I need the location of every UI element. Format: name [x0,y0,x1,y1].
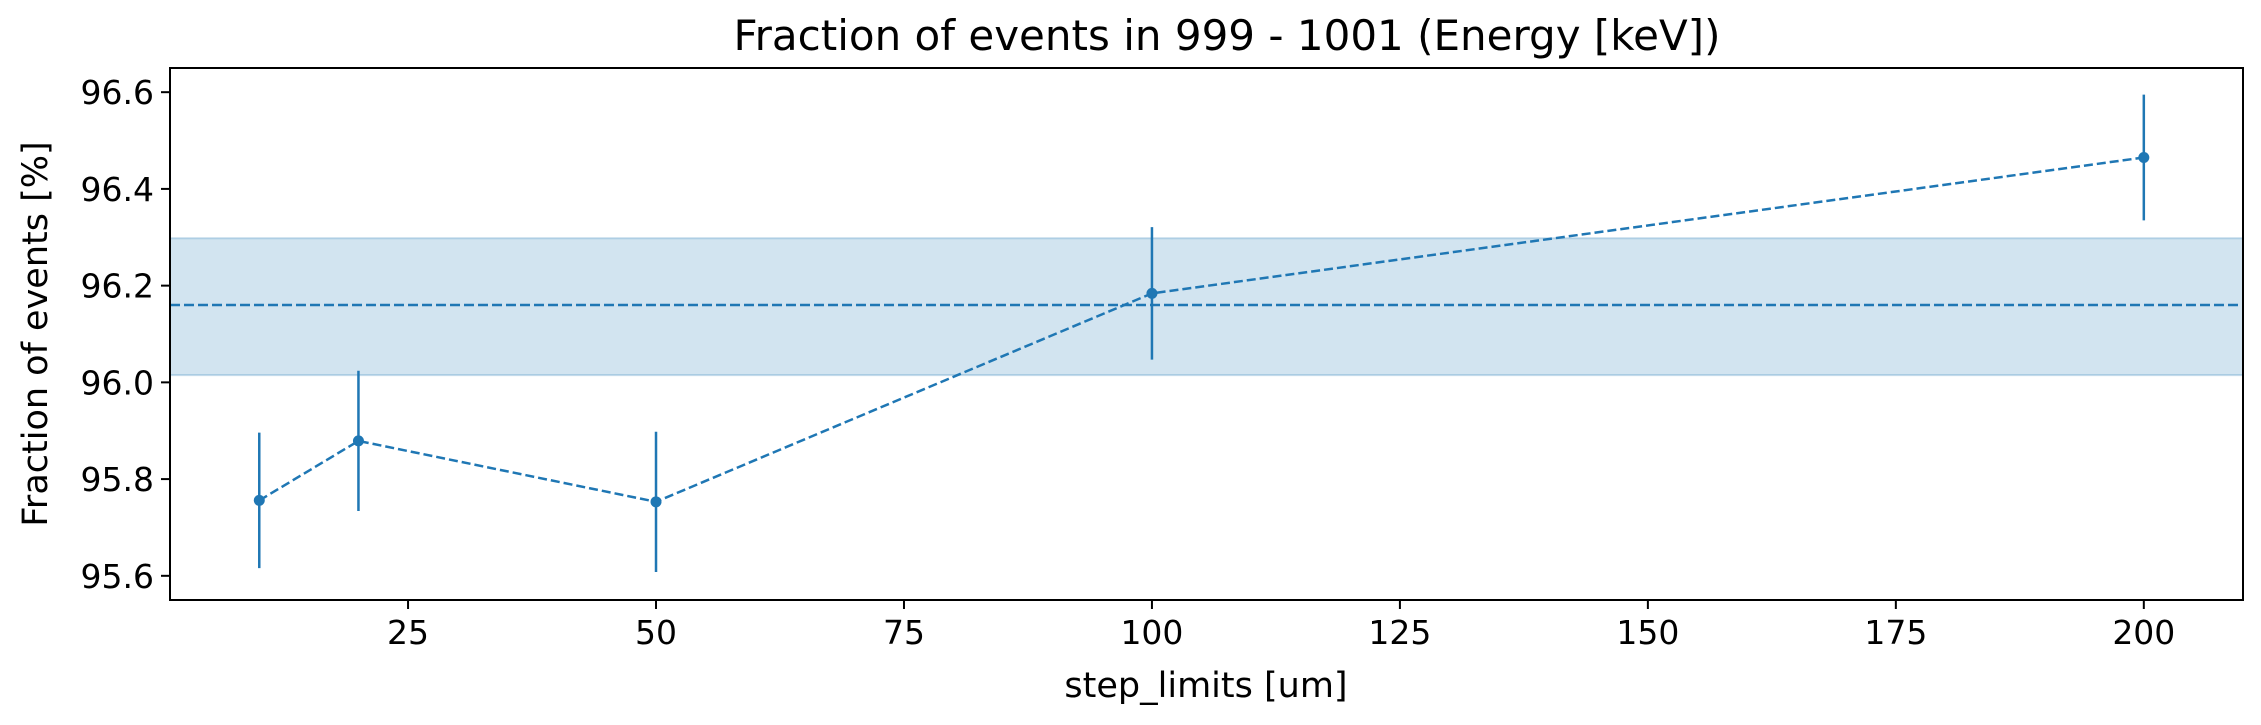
y-tick-label: 96.6 [81,73,154,112]
y-tick-label: 96.2 [81,267,154,306]
x-axis-label: step_limits [um] [1064,666,1347,706]
x-tick-label: 100 [1120,613,1183,652]
chart-title: Fraction of events in 999 - 1001 (Energy… [734,11,1721,60]
data-point [1146,287,1158,299]
x-tick-label: 75 [883,613,925,652]
x-tick-label: 25 [387,613,429,652]
x-tick-label: 150 [1616,613,1679,652]
data-point [352,435,364,447]
plot-area [169,94,2244,572]
y-axis-label: Fraction of events [%] [16,141,56,526]
y-tick-label: 96.4 [81,170,154,209]
data-point [650,496,662,508]
plot-frame [169,67,2244,601]
y-tick-label: 95.8 [81,460,154,499]
y-tick-label: 95.6 [81,557,154,596]
data-point [253,494,265,506]
x-tick-label: 175 [1864,613,1927,652]
x-tick-label: 200 [2112,613,2175,652]
reference-band [169,237,2244,377]
data-point [2138,151,2150,163]
x-tick-label: 50 [635,613,677,652]
axes: 25 50 75 100 125 150 175 200 95.6 95.8 96.0 96.2 96.… [81,73,2176,652]
x-tick-label: 125 [1368,613,1431,652]
y-tick-label: 96.0 [81,363,154,402]
